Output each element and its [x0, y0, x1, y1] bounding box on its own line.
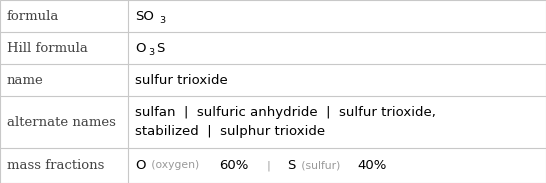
Text: (sulfur): (sulfur) [299, 160, 344, 170]
Text: sulfan  |  sulfuric anhydride  |  sulfur trioxide,: sulfan | sulfuric anhydride | sulfur tri… [135, 106, 436, 119]
Text: Hill formula: Hill formula [7, 42, 87, 55]
Text: 3: 3 [159, 16, 165, 25]
Text: SO: SO [135, 10, 154, 23]
Text: (oxygen): (oxygen) [149, 160, 203, 170]
Text: sulfur trioxide: sulfur trioxide [135, 74, 228, 87]
Text: mass fractions: mass fractions [7, 159, 104, 172]
Text: formula: formula [7, 10, 59, 23]
Text: 40%: 40% [358, 159, 387, 172]
Text: O: O [135, 159, 145, 172]
Text: O: O [135, 42, 145, 55]
Text: |: | [257, 160, 281, 171]
Text: S: S [156, 42, 165, 55]
Text: alternate names: alternate names [7, 115, 115, 128]
Text: 60%: 60% [219, 159, 248, 172]
Text: stabilized  |  sulphur trioxide: stabilized | sulphur trioxide [135, 125, 325, 138]
Text: 3: 3 [149, 48, 155, 57]
Text: S: S [288, 159, 296, 172]
Text: name: name [7, 74, 43, 87]
